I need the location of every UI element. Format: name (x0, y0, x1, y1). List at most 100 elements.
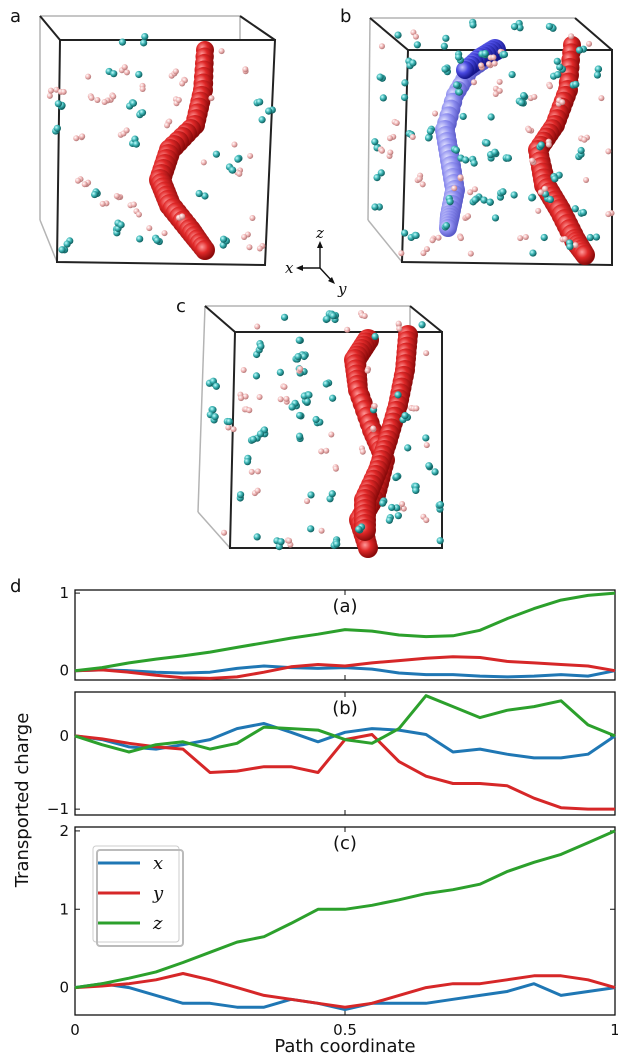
cation-particle (294, 352, 302, 361)
anion-particle (491, 60, 498, 67)
anion-particle (416, 175, 423, 182)
cation-particle (454, 53, 463, 61)
cation-particle (371, 332, 379, 341)
panel-letter-d: d (10, 576, 22, 597)
cation-particle (303, 397, 311, 406)
cation-particle (401, 411, 409, 420)
cation-particle (579, 208, 588, 217)
panel-letter-b: b (340, 6, 352, 27)
anion-particle (123, 69, 130, 76)
axis-indicator: x z y (285, 224, 347, 298)
cation-particle (373, 174, 381, 182)
cation-particle (426, 127, 434, 135)
cation-particle (556, 63, 564, 71)
red-bead (195, 240, 215, 260)
cation-particle (469, 21, 477, 29)
cation-particle (333, 540, 341, 548)
cation-particle (481, 49, 489, 58)
cation-particle (129, 99, 138, 107)
simulation-renders: x z y (39, 15, 615, 558)
anion-particle (583, 176, 590, 183)
x-tick-label: 0 (70, 1021, 80, 1039)
anion-particle (231, 141, 238, 148)
cation-particle (307, 525, 315, 533)
anion-particle (387, 135, 394, 142)
cation-particle (452, 146, 460, 154)
cation-particle (211, 413, 219, 421)
anion-particle (240, 367, 247, 374)
anion-particle (598, 95, 605, 102)
cation-particle (553, 57, 561, 65)
series-line-z (74, 591, 616, 673)
anion-particle (344, 326, 351, 333)
cation-particle (135, 70, 143, 79)
anion-particle (179, 80, 186, 87)
anion-particle (113, 192, 120, 199)
anion-particle (568, 33, 575, 40)
anion-particle (225, 424, 232, 431)
axis-indicator-x: x (285, 259, 294, 277)
anion-particle (79, 133, 86, 140)
anion-particle (485, 61, 492, 68)
anion-particle (467, 189, 474, 196)
cation-particle (446, 198, 454, 206)
anion-particle (378, 43, 385, 50)
cation-particle (118, 38, 127, 46)
cation-particle (517, 99, 526, 107)
cation-particle (295, 432, 304, 440)
cation-particle (229, 166, 237, 174)
cation-particle (516, 24, 524, 32)
anion-particle (429, 237, 436, 244)
cation-particle (510, 23, 519, 31)
cation-particle (307, 491, 315, 499)
render-box-b (367, 17, 615, 267)
cation-particle (376, 73, 384, 81)
cation-particle (153, 236, 161, 244)
bead-chain-red-a (149, 41, 215, 260)
anion-particle (236, 170, 243, 177)
anion-particle (490, 54, 497, 61)
anion-particle (465, 213, 472, 220)
cation-particle (436, 537, 444, 545)
cation-particle (500, 50, 509, 59)
legend-label-y: y (152, 883, 164, 904)
cation-particle (431, 468, 439, 476)
cation-particle (253, 533, 261, 541)
anion-particle (254, 323, 261, 330)
y-tick-label: 0 (59, 727, 69, 745)
cation-particle (91, 190, 99, 199)
subplot-label: (c) (333, 833, 357, 854)
axis-indicator-y: y (337, 280, 347, 298)
cation-particle (593, 71, 602, 79)
cation-particle (462, 156, 470, 164)
anion-particle (60, 88, 67, 95)
render-box-a (39, 15, 277, 267)
cation-particle (412, 486, 420, 495)
cation-particle (219, 235, 228, 243)
cation-particle (483, 139, 491, 147)
anion-particle (242, 66, 249, 73)
cation-particle (257, 342, 265, 350)
panel-letter-c: c (176, 296, 186, 317)
anion-particle (221, 529, 228, 536)
anion-particle (471, 186, 478, 193)
anion-particle (522, 234, 529, 241)
ion-particles-b (371, 18, 615, 257)
cation-particle (510, 191, 518, 199)
anion-particle (179, 213, 186, 220)
legend-label-z: z (152, 913, 163, 934)
red-bead (358, 538, 378, 558)
cation-particle (394, 391, 402, 399)
cation-particle (499, 188, 507, 196)
series-line-z (74, 694, 616, 754)
cation-particle (256, 98, 264, 106)
anion-particle (256, 394, 263, 401)
anion-particle (432, 110, 439, 117)
cation-particle (371, 138, 379, 146)
anion-particle (75, 177, 82, 184)
anion-particle (364, 367, 371, 374)
cation-particle (577, 146, 585, 155)
anion-particle (605, 211, 612, 218)
cation-particle (425, 462, 433, 470)
anion-particle (423, 350, 430, 357)
